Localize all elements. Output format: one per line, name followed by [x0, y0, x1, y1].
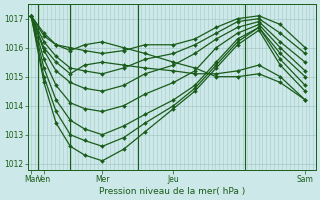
X-axis label: Pression niveau de la mer( hPa ): Pression niveau de la mer( hPa ) [99, 187, 245, 196]
